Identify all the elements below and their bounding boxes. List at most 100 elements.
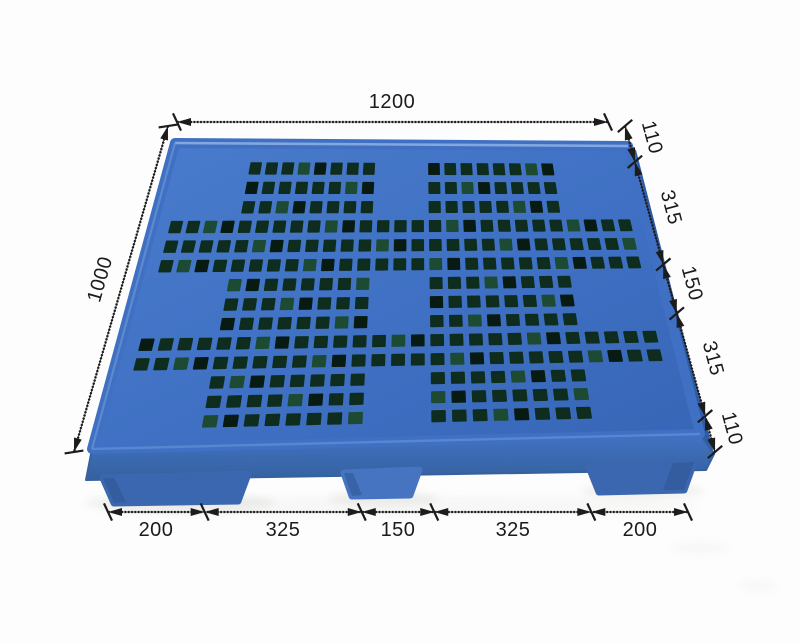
pallet-hole xyxy=(492,389,508,402)
pallet-hole xyxy=(272,220,287,233)
pallet-hole xyxy=(241,201,256,214)
pallet-hole xyxy=(410,353,425,366)
pallet-hole xyxy=(305,239,319,252)
pallet-hole xyxy=(192,357,209,370)
pallet-hole xyxy=(309,201,323,214)
dimension-arrowhead xyxy=(204,508,219,516)
dim-bottom-seg-3: 150 xyxy=(381,519,416,541)
pallet-hole xyxy=(430,314,444,328)
pallet-hole xyxy=(513,408,530,421)
pallet-hole xyxy=(545,332,561,345)
pallet-hole xyxy=(485,295,500,308)
pallet-hole xyxy=(232,356,249,369)
pallet-hole xyxy=(584,331,600,344)
pallet-hole xyxy=(350,373,365,386)
pallet-hole xyxy=(202,220,218,234)
dimension-arrowhead xyxy=(674,508,688,516)
pallet-hole xyxy=(431,390,446,404)
pallet-hole xyxy=(255,220,270,233)
pallet-hole xyxy=(646,349,663,362)
pallet-hole xyxy=(359,220,373,233)
pallet-hole xyxy=(358,239,372,252)
pallet-hole xyxy=(449,333,464,346)
pallet-hole xyxy=(510,370,526,383)
pallet-hole xyxy=(586,238,602,251)
pallet-hole xyxy=(411,239,425,252)
pallet-hole xyxy=(266,259,281,272)
dimension-arrowhead xyxy=(591,508,606,516)
pallet-hole xyxy=(272,355,288,369)
pallet-hole xyxy=(153,357,170,371)
dimension-arrowhead xyxy=(624,126,633,141)
pallet-hole xyxy=(562,313,578,326)
pallet-hole xyxy=(349,392,364,406)
pallet-hole xyxy=(490,370,506,384)
pallet-hole xyxy=(462,200,475,213)
pallet-hole xyxy=(294,336,309,349)
leg-shade xyxy=(103,478,126,503)
pallet-hole xyxy=(570,369,587,382)
dimension-arrowhead xyxy=(627,147,636,162)
pallet-hole xyxy=(622,237,637,250)
pallet-hole xyxy=(274,336,290,349)
pallet-hole xyxy=(249,375,265,388)
pallet-hole xyxy=(212,356,229,370)
pallet-hole xyxy=(446,219,459,233)
pallet-hole xyxy=(448,314,463,327)
pallet-hole xyxy=(428,181,441,195)
dimension-arrowhead xyxy=(634,161,643,177)
pallet-hole xyxy=(510,182,524,195)
pallet-hole xyxy=(429,257,443,271)
pallet-hole xyxy=(522,294,538,307)
pallet-hole xyxy=(330,373,345,387)
pallet-hole xyxy=(260,297,276,311)
pallet-hole xyxy=(608,256,624,269)
pallet-hole xyxy=(238,317,255,331)
pallet-hole xyxy=(278,181,292,195)
pallet-hole xyxy=(468,333,484,346)
pallet-hole xyxy=(237,220,252,233)
pallet-hole xyxy=(393,239,407,252)
pallet-hole xyxy=(495,200,510,213)
pallet-hole xyxy=(133,358,150,371)
dim-bottom-seg-1: 200 xyxy=(139,519,174,541)
shadow-blob xyxy=(737,581,777,591)
pallet-hole xyxy=(226,395,242,408)
pallet-hole xyxy=(284,259,299,272)
pallet-hole xyxy=(330,162,343,175)
deck-top-bevel xyxy=(174,141,629,148)
pallet-hole xyxy=(520,276,535,289)
pallet-hole xyxy=(235,336,252,350)
deck-left-bevel xyxy=(90,142,177,450)
pallet-hole xyxy=(617,219,633,232)
dimension-lines xyxy=(64,112,723,522)
pallet-hole xyxy=(429,276,443,290)
pallet-hole xyxy=(428,162,440,176)
pallet-hole xyxy=(429,238,442,252)
pallet-hole xyxy=(411,258,425,271)
dim-width-label: 1200 xyxy=(369,91,416,113)
pallet-hole xyxy=(532,219,546,232)
dimension-line-core xyxy=(624,125,716,453)
pallet-hole xyxy=(572,256,587,269)
pallet-hole xyxy=(230,259,246,272)
pallet-hole xyxy=(539,275,554,288)
pallet-hole xyxy=(267,394,283,407)
leg-shade xyxy=(344,473,362,496)
pallet-hole xyxy=(216,240,232,253)
pallet-hole xyxy=(524,313,540,326)
pallet-hole xyxy=(264,413,281,427)
pallet-hole xyxy=(282,278,297,291)
pallet-hole xyxy=(311,355,327,368)
pallet-hole xyxy=(461,182,474,195)
pallet-hole xyxy=(525,163,539,176)
pallet-hole xyxy=(320,258,335,272)
pallet-hole xyxy=(573,388,590,401)
pallet-hole xyxy=(410,334,425,347)
pallet-hole xyxy=(319,278,334,291)
pallet-hole xyxy=(569,238,584,251)
dim-right-seg-1: 110 xyxy=(637,118,667,156)
pallet-hole xyxy=(245,278,261,292)
pallet-hole xyxy=(447,257,461,270)
